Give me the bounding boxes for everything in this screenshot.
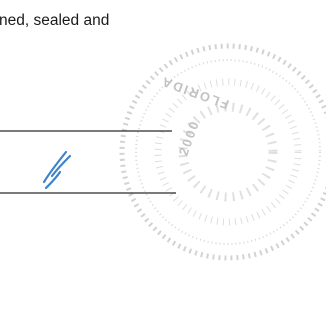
notary-seal: FLORIDA 2000 (122, 46, 326, 258)
body-text-line: ned, sealed and (0, 12, 109, 29)
pen-signature-stroke (44, 152, 70, 188)
document-page: FLORIDA 2000 ned, sealed and (0, 0, 326, 318)
seal-text: 2000 (176, 118, 203, 158)
seal-texture (183, 107, 273, 197)
seal-text: FLORIDA (158, 74, 231, 113)
